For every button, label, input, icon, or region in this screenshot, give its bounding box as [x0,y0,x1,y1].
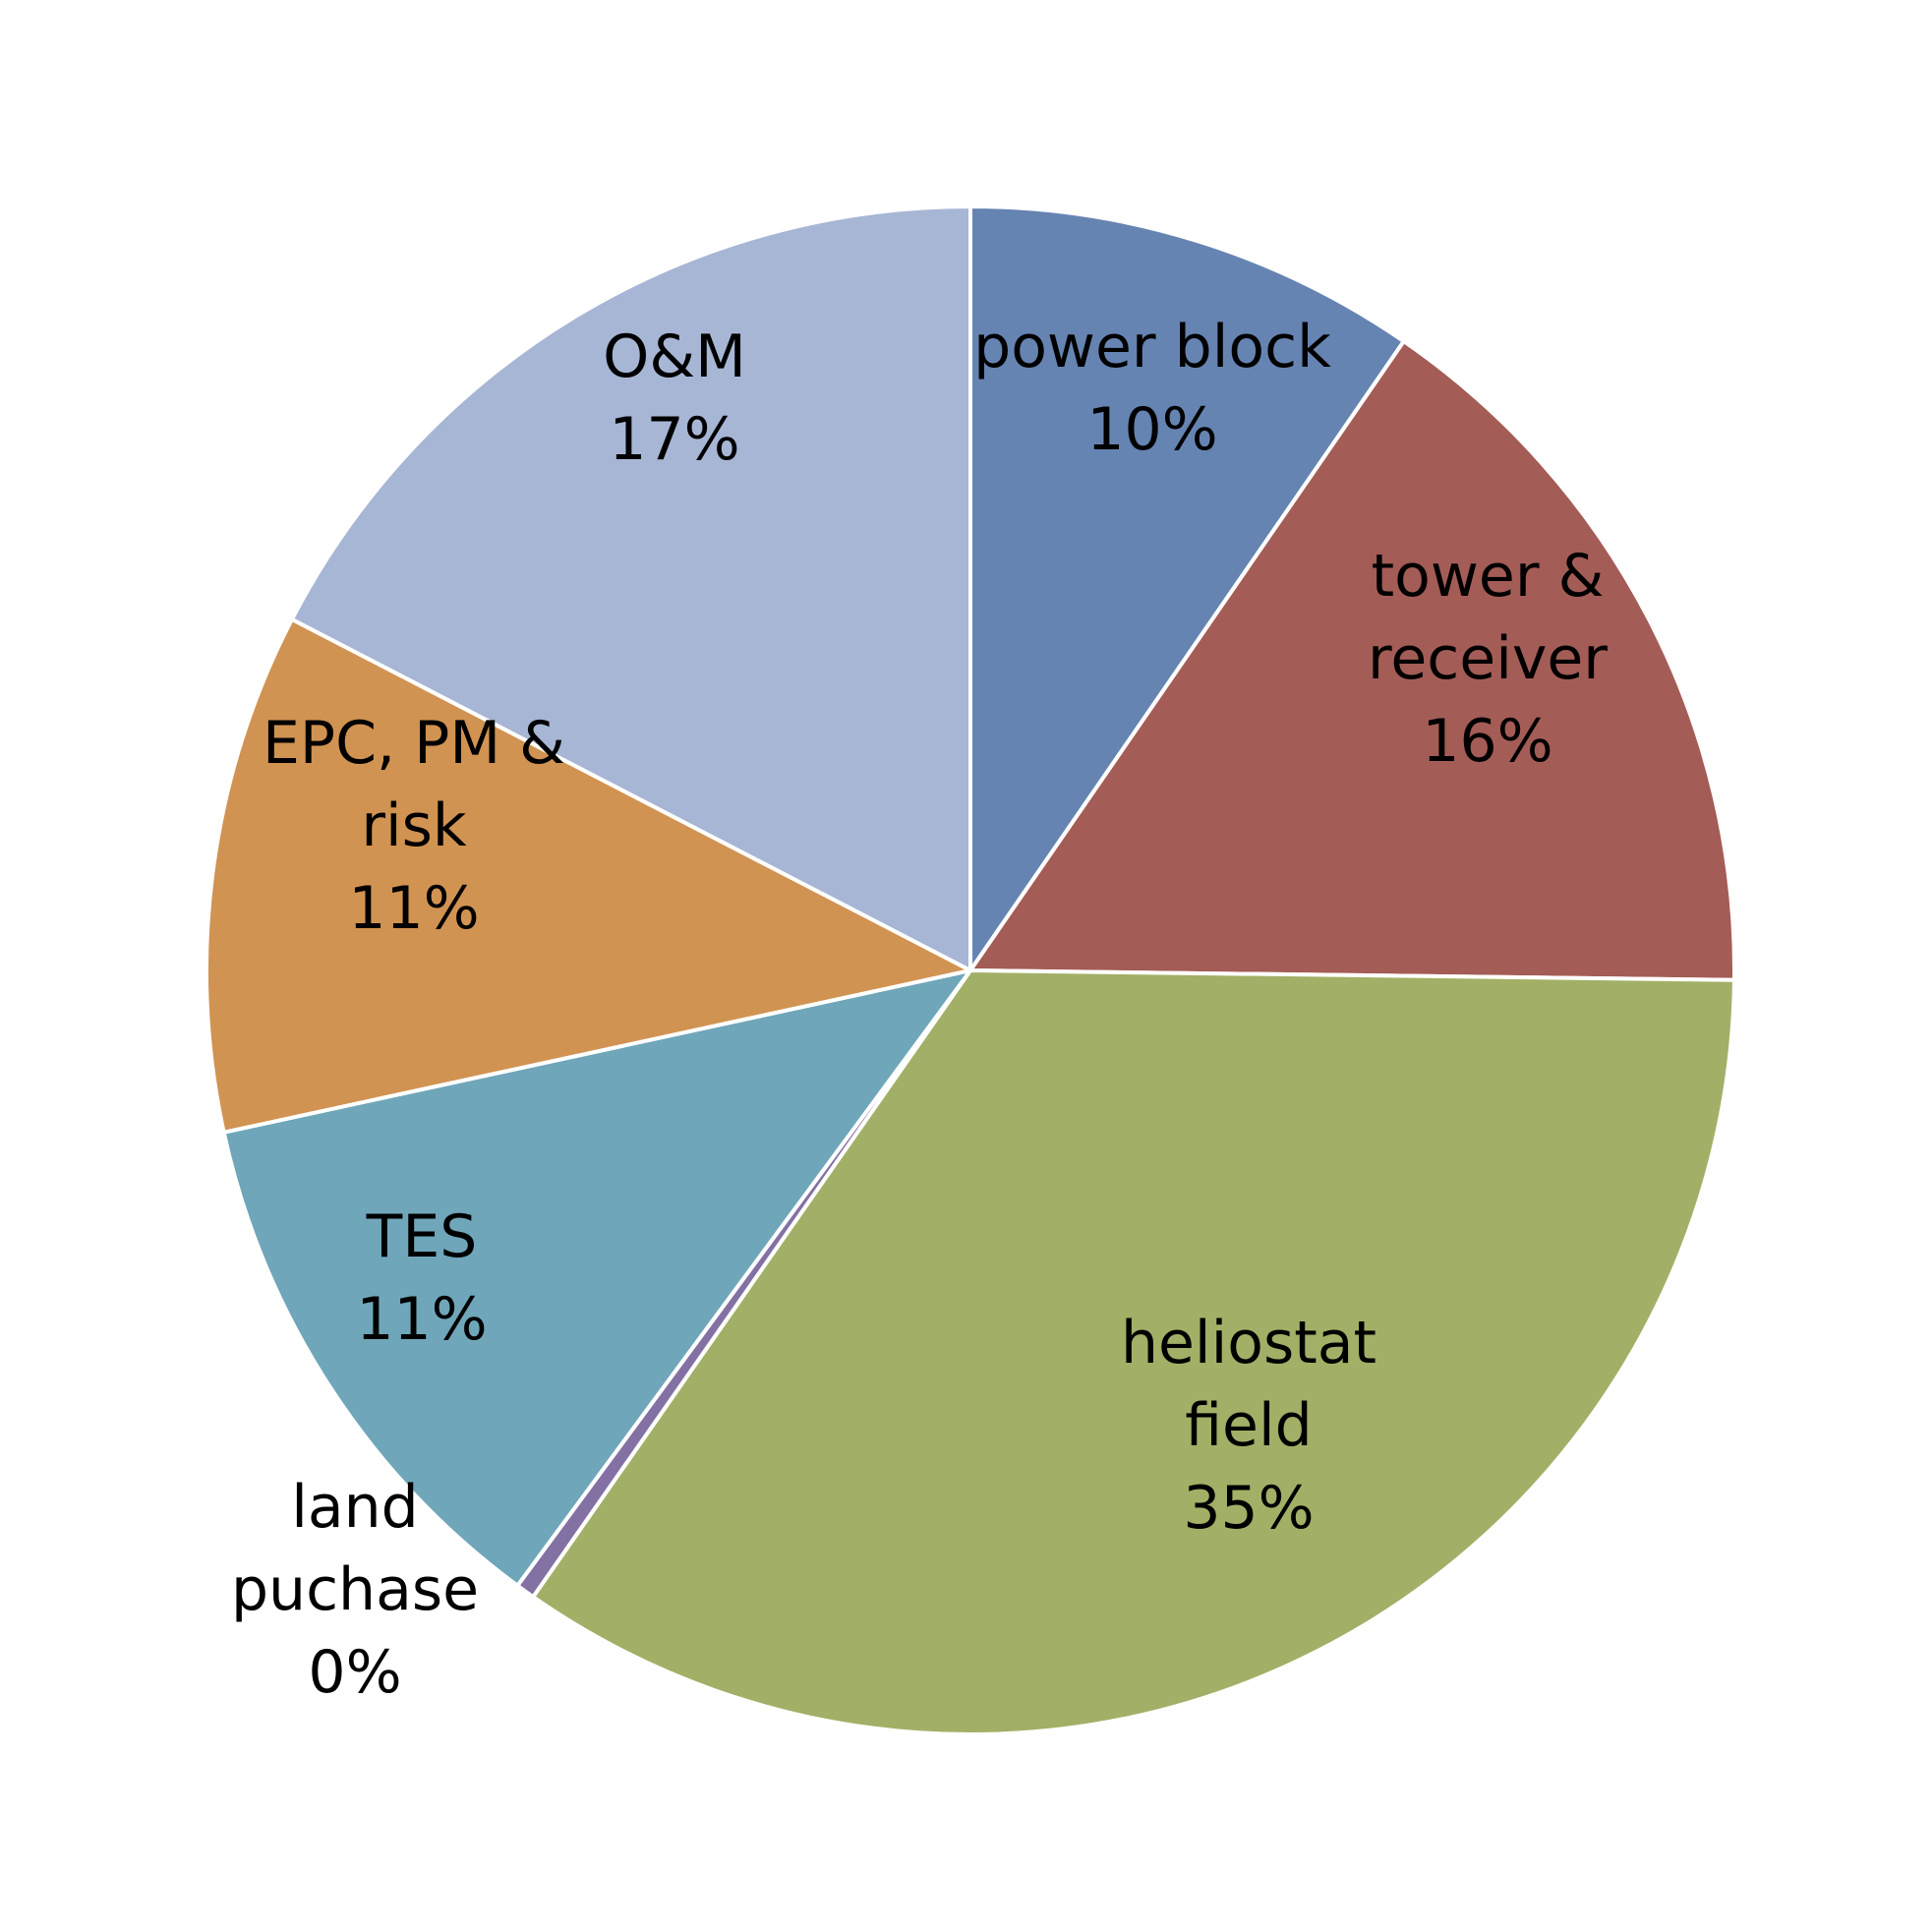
pie-slices [205,205,1736,1736]
slice-label-line: risk [361,791,467,860]
slice-label-line: O&M [603,322,746,391]
slice-label-line: TES [366,1202,478,1271]
slice-label-line: heliostat [1121,1309,1376,1377]
pie-labels: power block 10% tower & receiver 16% heliosta… [231,313,1608,1707]
pie-slice-epc-pm-risk [205,616,972,1135]
slice-label-line: 10% [1086,395,1217,464]
pie-slice-tower-receiver [968,339,1736,982]
slice-label-heliostat-field: heliostat field 35% [1121,1309,1376,1543]
slice-label-line: 17% [609,405,739,474]
slice-label-line: power block [973,313,1331,381]
slice-label-line: land [291,1473,419,1542]
slice-label-line: 11% [356,1285,487,1354]
slice-label-o-m: O&M 17% [603,322,746,474]
slice-label-line: EPC, PM & [263,709,565,778]
slice-label-epc-pm-risk: EPC, PM & risk 11% [263,709,565,943]
slice-label-line: 35% [1183,1474,1314,1543]
slice-label-power-block: power block 10% [973,313,1331,464]
slice-label-line: 11% [348,874,479,943]
slice-label-tower-receiver: tower & receiver 16% [1368,542,1608,776]
pie-slice-o-m [289,205,972,972]
slice-label-line: tower & [1372,542,1605,611]
slice-label-tes: TES 11% [356,1202,487,1354]
slice-label-line: field [1185,1391,1312,1460]
slice-label-line: puchase [231,1555,479,1624]
pie-slice-heliostat-field [531,968,1736,1736]
slice-label-line: receiver [1368,624,1608,693]
slice-label-line: 0% [308,1638,401,1707]
pie-slice-tes [221,968,972,1588]
pie-slice-power-block [968,205,1406,972]
slice-label-line: 16% [1422,707,1552,776]
slice-label-land-puchase: land puchase 0% [231,1473,479,1707]
